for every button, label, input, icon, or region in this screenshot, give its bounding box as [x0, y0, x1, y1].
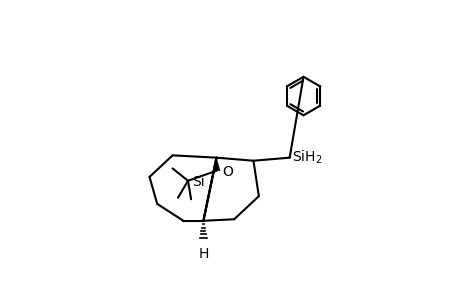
Text: H: H: [198, 247, 208, 261]
Text: Si: Si: [191, 175, 204, 188]
Text: O: O: [221, 164, 232, 178]
Polygon shape: [213, 158, 219, 171]
Text: SiH$_2$: SiH$_2$: [291, 148, 322, 166]
